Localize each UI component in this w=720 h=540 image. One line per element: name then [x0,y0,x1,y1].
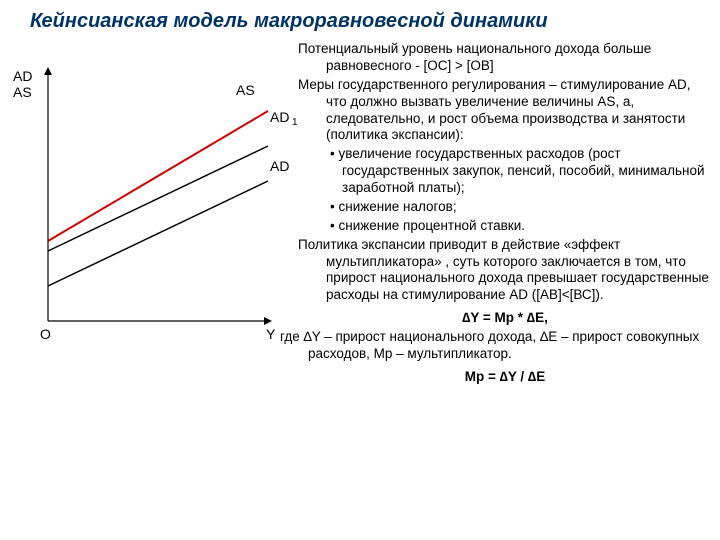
svg-text:O: O [40,326,51,342]
bullet-2-text: снижение налогов; [338,199,456,214]
chart-area: ADASASAD1ADE1EABOBCY [8,41,298,388]
para-expansion: Политика экспансии приводит в действие «… [298,237,712,305]
page-title: Кейнсианская модель макроравновесной дин… [0,0,720,33]
para-measures: Меры государственного регулирования – ст… [298,77,712,145]
svg-text:AS: AS [236,82,255,98]
svg-text:AD: AD [13,68,32,84]
svg-text:AD: AD [270,109,289,125]
bullet-1: • увеличение государственных расходов (р… [298,146,712,197]
bullet-1-text: увеличение государственных расходов (рос… [338,146,704,195]
formula-2: Mp = ∆Y / ∆E [298,369,712,386]
formula-explain: где ∆Y – прирост национального дохода, ∆… [298,329,712,363]
para-potential: Потенциальный уровень национального дохо… [298,41,712,75]
formula-1: ∆Y = Mp * ∆E, [298,310,712,327]
text-content: Потенциальный уровень национального дохо… [298,41,712,388]
bullet-3: • снижение процентной ставки. [298,218,712,235]
bullet-2: • снижение налогов; [298,199,712,216]
bullet-3-text: снижение процентной ставки. [338,218,525,233]
macro-diagram: ADASASAD1ADE1EABOBCY [8,41,298,361]
svg-text:Y: Y [266,326,276,342]
content-row: ADASASAD1ADE1EABOBCY Потенциальный урове… [0,33,720,388]
svg-text:AD: AD [270,158,289,174]
svg-text:AS: AS [13,84,32,100]
